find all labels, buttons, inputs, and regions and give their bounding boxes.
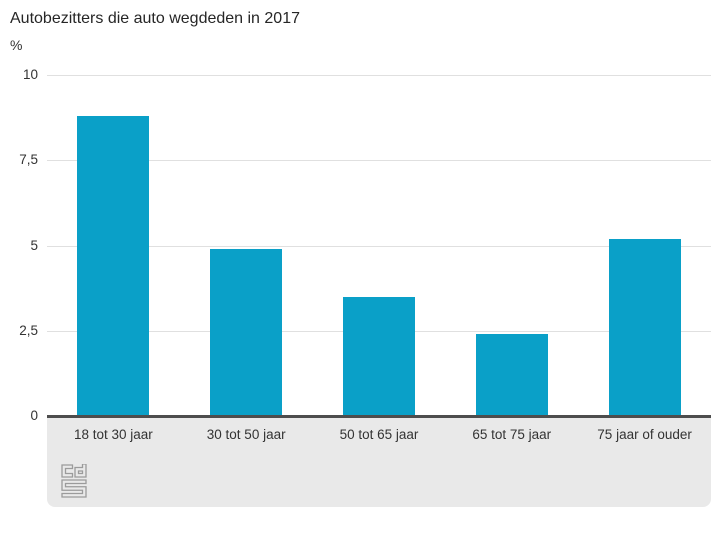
- y-axis-tick-label: 0: [30, 408, 38, 423]
- plot-area: [47, 75, 711, 416]
- gridline: [47, 75, 711, 76]
- bar-slot: [47, 75, 180, 416]
- cbs-logo-letter-b: [74, 463, 87, 478]
- category-label: 65 tot 75 jaar: [472, 427, 552, 442]
- cbs-logo-letter-s: [61, 479, 87, 498]
- bar-30 tot 50 jaar[interactable]: [210, 249, 283, 416]
- bar-slot: [180, 75, 313, 416]
- gridline: [47, 246, 711, 247]
- bar-50 tot 65 jaar[interactable]: [342, 297, 415, 416]
- chart-title: Autobezitters die auto wegdeden in 2017: [10, 10, 300, 27]
- category-label: 50 tot 65 jaar: [339, 427, 419, 442]
- x-axis-line: [47, 415, 711, 418]
- y-axis-tick-label: 2,5: [19, 323, 38, 338]
- bar-18 tot 30 jaar[interactable]: [77, 116, 150, 416]
- category-label: 75 jaar of ouder: [597, 427, 692, 442]
- cbs-logo: [61, 463, 87, 498]
- gridline: [47, 160, 711, 161]
- bar-slot: [578, 75, 711, 416]
- category-label: 18 tot 30 jaar: [73, 427, 153, 442]
- bar-slot: [445, 75, 578, 416]
- y-axis-tick-label: 5: [30, 238, 38, 253]
- y-axis-tick-label: 10: [22, 67, 38, 82]
- bar-75 jaar of ouder[interactable]: [608, 239, 681, 416]
- x-axis-label-area: 18 tot 30 jaar 30 tot 50 jaar 50 tot 65 ja…: [47, 418, 711, 507]
- category-labels: 18 tot 30 jaar 30 tot 50 jaar 50 tot 65 ja…: [47, 418, 711, 443]
- y-axis-unit-label: %: [10, 37, 23, 53]
- category-label: 30 tot 50 jaar: [206, 427, 286, 442]
- y-axis-tick-label: 7,5: [19, 152, 38, 167]
- cbs-logo-letter-c: [61, 464, 74, 478]
- bar-slot: [313, 75, 446, 416]
- bar-65 tot 75 jaar[interactable]: [475, 334, 548, 416]
